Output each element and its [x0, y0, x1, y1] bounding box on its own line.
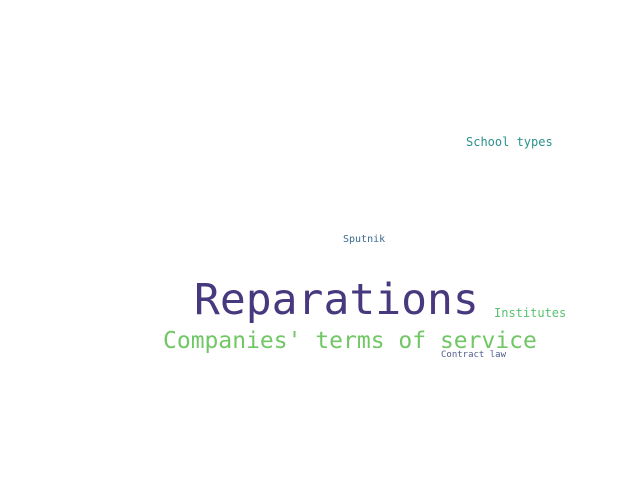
word-contract-law: Contract law	[441, 350, 507, 360]
word-school-types: School types	[466, 135, 553, 149]
word-companies-terms-of-service: Companies' terms of service	[163, 328, 537, 354]
word-sputnik: Sputnik	[343, 234, 386, 245]
word-reparations: Reparations	[194, 275, 479, 325]
word-institutes: Institutes	[494, 306, 567, 320]
